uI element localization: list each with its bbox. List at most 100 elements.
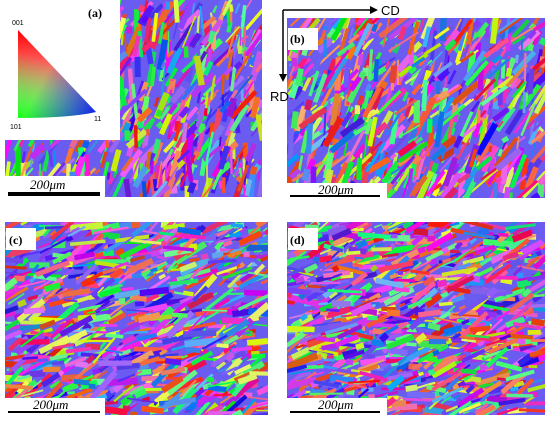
grain — [130, 238, 162, 245]
grain — [353, 22, 372, 57]
scale-bar — [290, 195, 380, 197]
grain — [108, 296, 135, 317]
grain — [492, 107, 510, 123]
grain — [234, 154, 240, 172]
ebsd-map — [287, 18, 545, 198]
grain — [257, 169, 262, 197]
grain — [216, 266, 238, 276]
grain — [126, 309, 149, 313]
grain — [355, 297, 379, 309]
grain — [385, 334, 415, 350]
grain — [150, 180, 169, 197]
grain — [176, 149, 191, 164]
grain — [374, 56, 396, 72]
grain — [525, 255, 540, 268]
grain — [194, 400, 211, 415]
grain — [16, 374, 31, 381]
grain — [345, 251, 374, 261]
grain — [148, 353, 179, 358]
grain — [189, 310, 220, 330]
grain — [390, 155, 416, 185]
grain — [305, 123, 314, 154]
grain — [312, 73, 328, 104]
grain — [413, 99, 421, 123]
grain — [293, 371, 312, 381]
grain — [326, 27, 336, 39]
label-box — [288, 228, 318, 250]
grain — [480, 84, 491, 105]
grain — [5, 271, 24, 276]
grain — [136, 107, 153, 123]
grain — [313, 380, 339, 389]
grain — [440, 104, 466, 127]
grain — [356, 222, 368, 230]
grain — [431, 360, 457, 379]
grain — [486, 57, 510, 80]
grain — [232, 227, 243, 234]
grain — [237, 292, 268, 311]
grain — [530, 138, 538, 158]
grain — [39, 235, 72, 254]
grain — [144, 293, 160, 304]
grain — [517, 378, 535, 395]
grain — [408, 65, 418, 75]
grain — [448, 336, 464, 343]
grain — [432, 61, 453, 78]
grain — [238, 238, 261, 249]
grain — [474, 402, 489, 415]
grain — [87, 139, 99, 154]
grain — [188, 32, 202, 49]
grain — [204, 48, 213, 69]
grain — [339, 117, 365, 138]
grain — [128, 255, 146, 263]
grain — [95, 301, 116, 313]
grain — [23, 307, 45, 315]
grain — [367, 49, 374, 80]
grain — [287, 364, 308, 376]
grain — [327, 320, 357, 329]
grain — [359, 355, 387, 366]
grain — [427, 368, 436, 376]
grain — [105, 349, 123, 354]
grain — [138, 121, 143, 129]
grain — [516, 136, 526, 144]
grain — [287, 325, 315, 333]
grain — [287, 126, 294, 160]
grain — [153, 96, 160, 107]
grain — [533, 294, 545, 298]
panel-label: (a) — [88, 6, 102, 20]
grain — [329, 374, 354, 384]
grain — [249, 50, 262, 82]
grain — [452, 332, 462, 340]
grain — [431, 370, 463, 392]
grain — [355, 239, 368, 250]
grain — [458, 402, 482, 414]
grain — [505, 369, 535, 382]
grain — [459, 222, 494, 231]
grain — [362, 135, 368, 163]
grain — [419, 349, 437, 358]
grain — [19, 339, 50, 345]
grain — [440, 395, 452, 405]
grain — [7, 292, 25, 305]
grain — [175, 0, 190, 8]
grain — [168, 80, 175, 90]
grain — [24, 167, 34, 178]
grain — [402, 91, 409, 102]
grain — [417, 309, 442, 318]
grain — [489, 18, 500, 44]
grain — [231, 103, 241, 134]
grain — [528, 364, 538, 369]
grain — [386, 222, 405, 232]
grain — [526, 100, 545, 124]
grain — [454, 240, 464, 250]
grain — [509, 192, 513, 198]
grain — [255, 409, 268, 412]
grain — [511, 25, 536, 43]
grain — [385, 105, 406, 136]
grain — [322, 116, 344, 148]
grain — [123, 26, 142, 58]
grain — [16, 279, 46, 289]
grain — [438, 301, 453, 307]
grain — [287, 332, 306, 356]
